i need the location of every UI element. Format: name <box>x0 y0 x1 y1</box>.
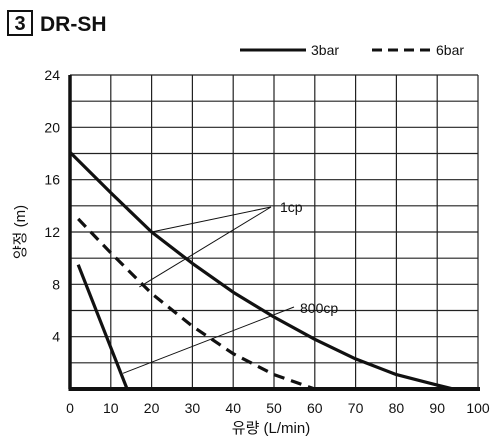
grid <box>70 74 479 389</box>
legend: 3bar 6bar <box>240 42 464 58</box>
title-number-box <box>7 10 33 36</box>
curves <box>68 151 454 391</box>
legend-label-6bar: 6bar <box>436 42 464 58</box>
title-number: 3 <box>14 13 25 35</box>
x-tick-label-20: 20 <box>144 400 160 416</box>
y-axis-label: 양정 (m) <box>12 205 29 259</box>
series-line-3bar-1cp <box>68 151 454 391</box>
x-tick-label-80: 80 <box>389 400 405 416</box>
x-tick-label-70: 70 <box>348 400 364 416</box>
series-line-3bar-800cp <box>76 264 129 390</box>
x-tick-label-10: 10 <box>103 400 119 416</box>
axes <box>68 75 480 391</box>
series-line-6bar-1cp <box>77 217 316 391</box>
x-tick-label-0: 0 <box>66 400 74 416</box>
annotation-leader-800cp-0 <box>122 306 295 374</box>
x-tick-label-40: 40 <box>225 400 241 416</box>
y-tick-label-24: 24 <box>44 67 60 83</box>
x-tick-label-50: 50 <box>266 400 282 416</box>
y-tick-label-8: 8 <box>52 276 60 292</box>
legend-label-3bar: 3bar <box>311 42 339 58</box>
annotations: 1cp 800cp <box>122 199 338 374</box>
annotation-label-800cp: 800cp <box>300 300 338 316</box>
annotation-label-1cp: 1cp <box>280 199 303 215</box>
x-tick-label-90: 90 <box>429 400 445 416</box>
chart-header: 3 DR-SH <box>7 10 107 36</box>
x-tick-label-60: 60 <box>307 400 323 416</box>
y-tick-label-4: 4 <box>52 329 60 345</box>
y-tick-label-20: 20 <box>44 119 60 135</box>
tick-labels: 0 10 20 30 40 50 60 70 80 90 100 4 8 12 16 20 24 <box>44 67 489 416</box>
chart-title: DR-SH <box>40 13 107 36</box>
y-tick-label-16: 16 <box>44 172 60 188</box>
annotation-leader-1cp-1 <box>139 206 272 288</box>
x-axis-label: 유량 (L/min) <box>232 420 310 437</box>
x-tick-label-30: 30 <box>185 400 201 416</box>
x-tick-label-100: 100 <box>466 400 490 416</box>
annotation-leader-1cp-0 <box>151 206 272 233</box>
y-tick-label-12: 12 <box>44 224 60 240</box>
